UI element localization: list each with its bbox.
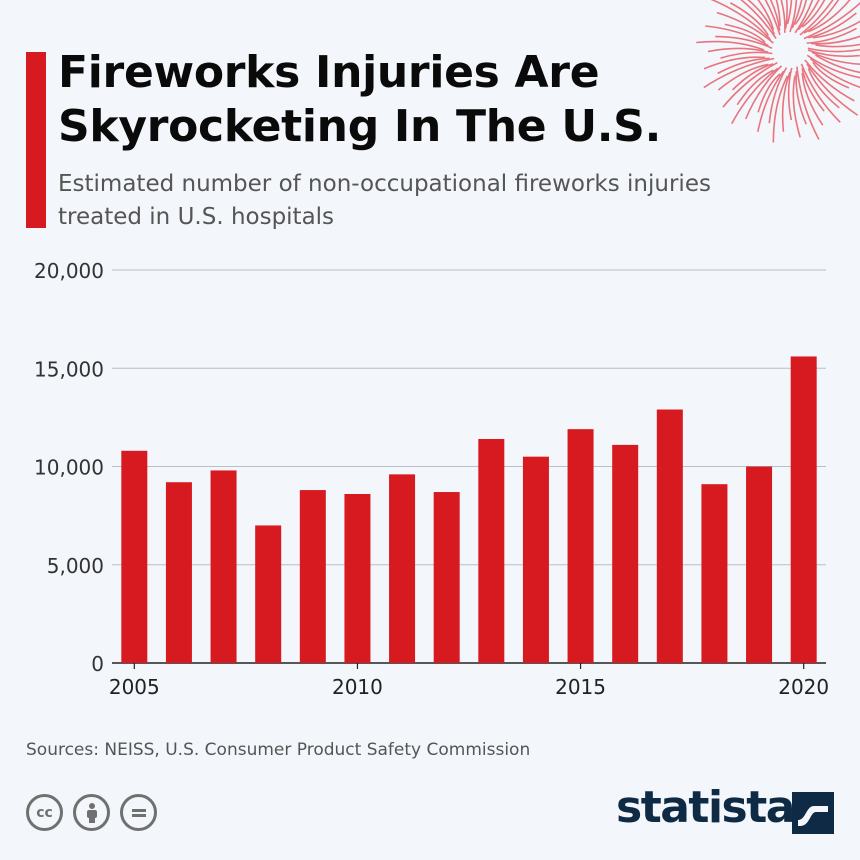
bar-2006 <box>165 482 192 663</box>
bar-2020 <box>790 356 817 663</box>
bar-2011 <box>389 474 416 663</box>
chart-title: Fireworks Injuries Are Skyrocketing In T… <box>58 47 661 152</box>
y-tick-label: 15,000 <box>34 357 104 381</box>
statista-logo-icon[interactable] <box>792 792 834 834</box>
bar-chart: 0 5,000 10,000 15,000 20,000 2005 2010 2015 2020 <box>34 259 829 699</box>
bar-2008 <box>255 525 282 663</box>
bar-2013 <box>478 438 505 663</box>
y-tick-label: 5,000 <box>47 554 104 578</box>
cc-icon[interactable]: cc <box>26 794 63 831</box>
bar-2007 <box>210 470 237 663</box>
x-tick-label: 2005 <box>109 675 160 699</box>
x-tick-label: 2015 <box>555 675 606 699</box>
firework-decoration <box>696 0 860 143</box>
attribution-icon[interactable] <box>73 794 110 831</box>
bar-2017 <box>656 409 683 663</box>
title-accent-bar <box>26 52 46 228</box>
bar-2009 <box>299 490 326 663</box>
y-tick-label: 0 <box>91 652 104 676</box>
license-icons: cc <box>26 794 157 831</box>
bar-2016 <box>612 444 639 663</box>
y-tick-label: 20,000 <box>34 259 104 283</box>
x-tick-label: 2020 <box>778 675 829 699</box>
bar-2014 <box>522 456 549 663</box>
bar-2019 <box>746 466 773 663</box>
y-tick-label: 10,000 <box>34 456 104 480</box>
bar-2015 <box>567 429 594 663</box>
bar-2018 <box>701 484 728 663</box>
statista-wordmark[interactable]: statista <box>616 782 795 833</box>
x-tick-label: 2010 <box>332 675 383 699</box>
bar-2005 <box>121 450 148 663</box>
bar-2012 <box>433 492 460 663</box>
bar-2010 <box>344 494 371 663</box>
no-derivatives-icon[interactable] <box>120 794 157 831</box>
chart-subtitle: Estimated number of non-occupational fir… <box>58 171 711 230</box>
source-note: Sources: NEISS, U.S. Consumer Product Sa… <box>26 740 531 760</box>
